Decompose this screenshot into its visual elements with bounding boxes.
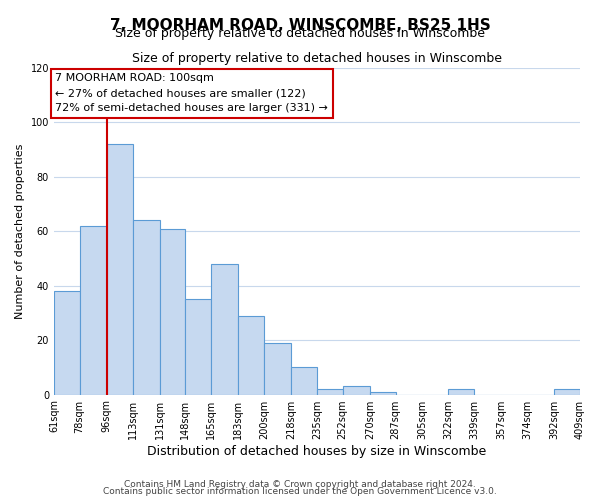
Bar	[133, 220, 160, 394]
Text: 7, MOORHAM ROAD, WINSCOMBE, BS25 1HS: 7, MOORHAM ROAD, WINSCOMBE, BS25 1HS	[110, 18, 490, 32]
Bar	[80, 226, 107, 394]
Bar	[238, 316, 264, 394]
Bar	[343, 386, 370, 394]
Bar	[370, 392, 395, 394]
Y-axis label: Number of detached properties: Number of detached properties	[15, 144, 25, 319]
Bar	[160, 228, 185, 394]
Text: 7 MOORHAM ROAD: 100sqm
← 27% of detached houses are smaller (122)
72% of semi-de: 7 MOORHAM ROAD: 100sqm ← 27% of detached…	[55, 74, 328, 113]
Bar	[107, 144, 133, 395]
Text: Contains HM Land Registry data © Crown copyright and database right 2024.: Contains HM Land Registry data © Crown c…	[124, 480, 476, 489]
Title: Size of property relative to detached houses in Winscombe: Size of property relative to detached ho…	[132, 52, 502, 66]
Bar	[317, 389, 343, 394]
Bar	[448, 389, 474, 394]
Bar	[264, 343, 291, 394]
X-axis label: Distribution of detached houses by size in Winscombe: Distribution of detached houses by size …	[148, 444, 487, 458]
Bar	[291, 368, 317, 394]
Text: Size of property relative to detached houses in Winscombe: Size of property relative to detached ho…	[115, 28, 485, 40]
Bar	[211, 264, 238, 394]
Text: Contains public sector information licensed under the Open Government Licence v3: Contains public sector information licen…	[103, 487, 497, 496]
Bar	[554, 389, 580, 394]
Bar	[185, 300, 211, 394]
Bar	[54, 291, 80, 395]
